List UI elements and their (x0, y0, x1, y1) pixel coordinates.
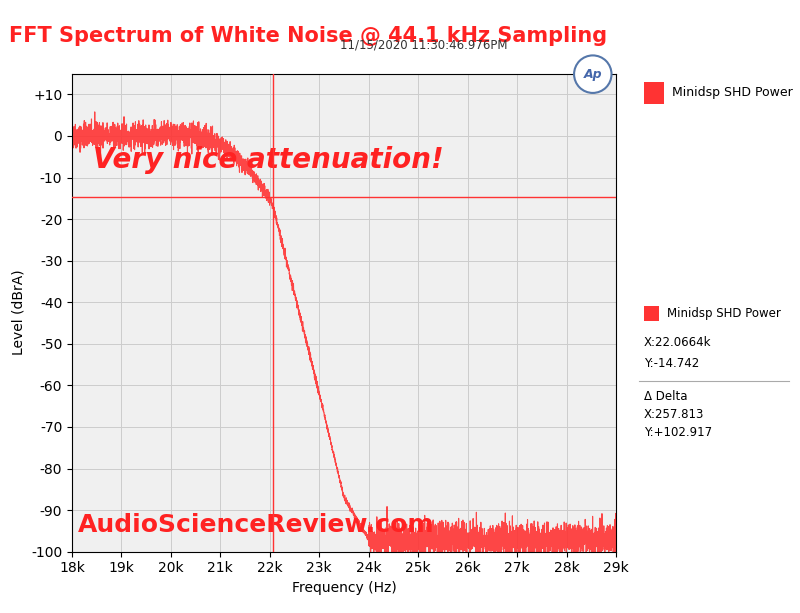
Text: Δ Delta: Δ Delta (644, 390, 687, 403)
Y-axis label: Level (dBrA): Level (dBrA) (11, 270, 26, 356)
Text: X:257.813: X:257.813 (644, 408, 704, 421)
Text: X:22.0664k: X:22.0664k (644, 336, 711, 349)
Text: Minidsp SHD Power: Minidsp SHD Power (667, 307, 781, 320)
Bar (644, 82, 664, 104)
Circle shape (574, 55, 611, 93)
Text: Ap: Ap (583, 67, 602, 81)
Bar (644, 306, 659, 321)
Text: Y:-14.742: Y:-14.742 (644, 357, 699, 370)
Text: Y:+102.917: Y:+102.917 (644, 426, 712, 439)
Text: Very nice attenuation!: Very nice attenuation! (93, 146, 443, 173)
Text: 11/15/2020 11:30:46.976PM: 11/15/2020 11:30:46.976PM (341, 39, 508, 51)
Text: Minidsp SHD Power: Minidsp SHD Power (672, 86, 793, 99)
Text: AudioScienceReview.com: AudioScienceReview.com (78, 513, 434, 538)
X-axis label: Frequency (Hz): Frequency (Hz) (292, 581, 396, 595)
Text: FFT Spectrum of White Noise @ 44.1 kHz Sampling: FFT Spectrum of White Noise @ 44.1 kHz S… (9, 26, 607, 46)
Text: Data: Data (694, 51, 734, 66)
Text: Cursors: Cursors (682, 272, 746, 287)
